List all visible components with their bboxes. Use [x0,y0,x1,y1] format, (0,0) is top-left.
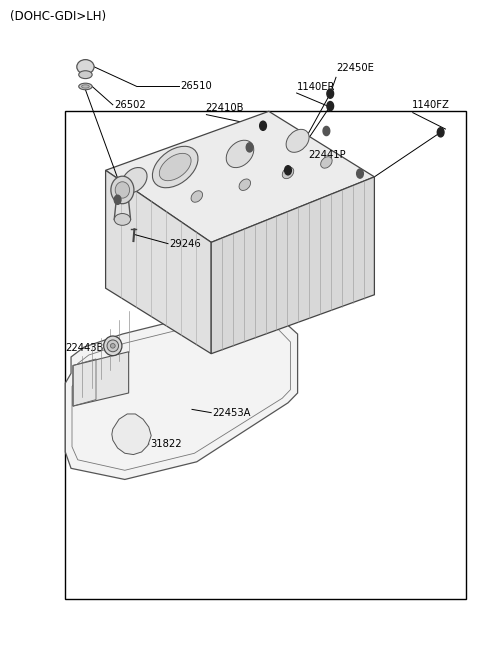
Circle shape [327,102,334,111]
Text: 1140ER: 1140ER [297,82,335,92]
Text: 22441P: 22441P [309,150,346,160]
Ellipse shape [159,153,191,181]
Ellipse shape [111,176,134,204]
Ellipse shape [104,336,122,356]
Ellipse shape [286,129,309,153]
Polygon shape [112,414,151,455]
Circle shape [246,143,253,152]
Text: 31822: 31822 [150,439,182,449]
Bar [65,111,466,599]
Ellipse shape [282,167,294,179]
Text: 22450E: 22450E [336,64,374,73]
Circle shape [327,89,334,98]
Ellipse shape [321,157,332,168]
Polygon shape [106,111,374,242]
Ellipse shape [153,146,198,188]
Polygon shape [211,177,374,354]
Ellipse shape [239,179,251,191]
Circle shape [357,169,363,178]
Circle shape [437,128,444,137]
Polygon shape [73,352,129,406]
Ellipse shape [82,84,89,88]
Text: (DOHC-GDI>LH): (DOHC-GDI>LH) [10,10,106,23]
Circle shape [323,126,330,136]
Text: 26510: 26510 [180,81,212,92]
Ellipse shape [79,71,92,79]
Polygon shape [106,170,211,354]
Circle shape [260,121,266,130]
Circle shape [285,166,291,175]
Text: 26502: 26502 [114,100,146,110]
Ellipse shape [110,343,115,348]
Ellipse shape [226,140,254,168]
Ellipse shape [191,191,203,202]
Text: 29246: 29246 [169,238,201,249]
Text: 1140FZ: 1140FZ [412,100,450,110]
Ellipse shape [77,60,94,74]
Ellipse shape [115,182,130,198]
Text: 22443B: 22443B [65,343,103,354]
Ellipse shape [114,214,131,225]
Text: 22453A: 22453A [213,407,251,418]
Ellipse shape [107,340,119,352]
Polygon shape [65,305,298,479]
Circle shape [114,195,121,204]
Ellipse shape [122,168,147,193]
Ellipse shape [79,83,92,90]
Text: 22410B: 22410B [205,103,244,113]
